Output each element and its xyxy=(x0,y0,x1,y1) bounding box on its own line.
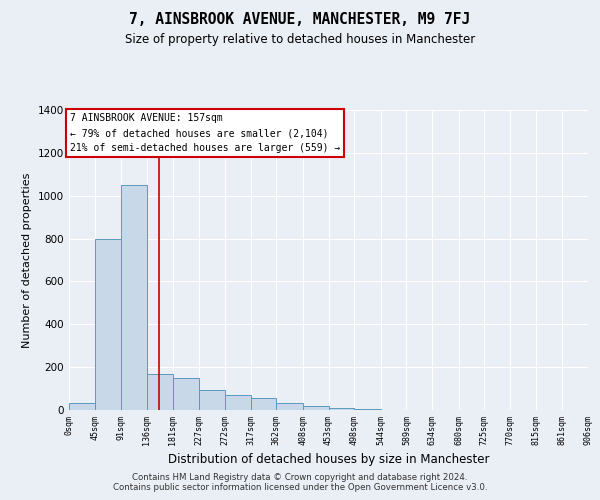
Text: Contains HM Land Registry data © Crown copyright and database right 2024.
Contai: Contains HM Land Registry data © Crown c… xyxy=(113,473,487,492)
Bar xyxy=(147,374,173,410)
Bar xyxy=(121,185,147,410)
Text: 7 AINSBROOK AVENUE: 157sqm
← 79% of detached houses are smaller (2,104)
21% of s: 7 AINSBROOK AVENUE: 157sqm ← 79% of deta… xyxy=(70,113,340,153)
Bar xyxy=(95,238,121,410)
Text: 7, AINSBROOK AVENUE, MANCHESTER, M9 7FJ: 7, AINSBROOK AVENUE, MANCHESTER, M9 7FJ xyxy=(130,12,470,28)
Bar xyxy=(225,395,251,410)
Text: Size of property relative to detached houses in Manchester: Size of property relative to detached ho… xyxy=(125,32,475,46)
Bar xyxy=(354,409,380,410)
Bar xyxy=(251,398,277,410)
X-axis label: Distribution of detached houses by size in Manchester: Distribution of detached houses by size … xyxy=(168,453,489,466)
Bar xyxy=(199,390,225,410)
Bar xyxy=(329,408,354,410)
Bar xyxy=(277,402,303,410)
Bar xyxy=(69,402,95,410)
Y-axis label: Number of detached properties: Number of detached properties xyxy=(22,172,32,348)
Bar xyxy=(173,378,199,410)
Bar xyxy=(303,406,329,410)
